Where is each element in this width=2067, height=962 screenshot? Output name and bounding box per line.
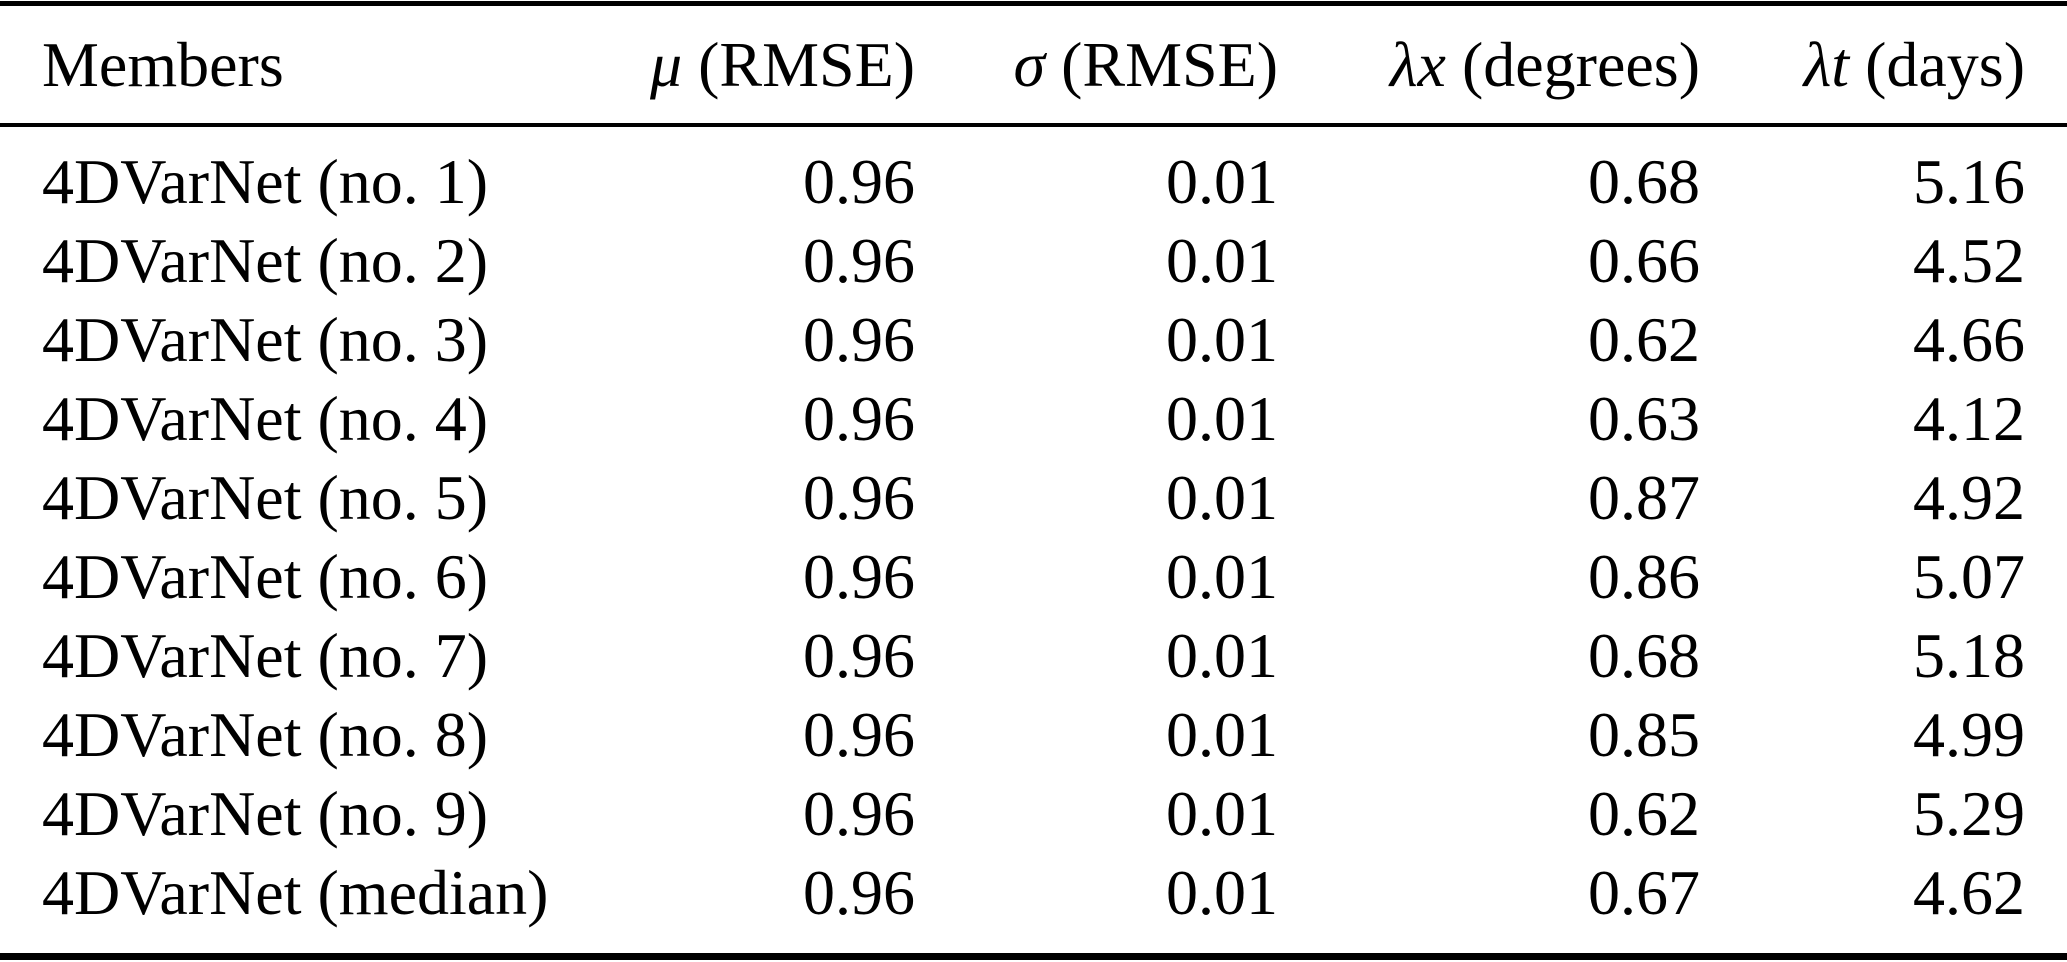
mu-rmse-cell: 0.96 [803, 619, 915, 691]
lambda-x-cell: 0.85 [1588, 698, 1700, 770]
column-header-sigma-rmse: σ (RMSE) [915, 28, 1278, 102]
mu-rmse-cell: 0.96 [803, 224, 915, 296]
member-name-cell: 4DVarNet (no. 3) [42, 303, 489, 375]
table-row: 4DVarNet (no. 5) 0.96 0.01 0.87 4.92 [0, 458, 2067, 537]
lambda-t-cell: 5.18 [1913, 619, 2025, 691]
member-name-cell: 4DVarNet (no. 5) [42, 461, 489, 533]
lambda-x-cell: 0.86 [1588, 540, 1700, 612]
sigma-rmse-cell: 0.01 [1166, 303, 1278, 375]
table-body-top-spacer [0, 127, 2067, 142]
sigma-rmse-cell: 0.01 [1166, 540, 1278, 612]
member-name-cell: 4DVarNet (no. 1) [42, 145, 489, 217]
column-header-members: Members [0, 28, 620, 102]
lambda-x-cell: 0.66 [1588, 224, 1700, 296]
lambda-t-symbol: λt [1803, 28, 1850, 100]
member-name-cell: 4DVarNet (no. 6) [42, 540, 489, 612]
mu-rmse-cell: 0.96 [803, 145, 915, 217]
member-name-cell: 4DVarNet (no. 9) [42, 777, 489, 849]
top-rule [0, 1, 2067, 6]
table-row: 4DVarNet (no. 7) 0.96 0.01 0.68 5.18 [0, 616, 2067, 695]
lambda-t-cell: 4.66 [1913, 303, 2025, 375]
sigma-rmse-cell: 0.01 [1166, 224, 1278, 296]
lambda-x-symbol: λx [1389, 28, 1446, 100]
column-header-lambda-t: λt (days) [1700, 28, 2067, 102]
lambda-x-cell: 0.68 [1588, 145, 1700, 217]
table-header-row: Members μ (RMSE) σ (RMSE) λx (degrees) λ… [0, 6, 2067, 123]
member-name-cell: 4DVarNet (no. 7) [42, 619, 489, 691]
member-name-cell: 4DVarNet (no. 2) [42, 224, 489, 296]
sigma-rmse-cell: 0.01 [1166, 856, 1278, 928]
table-row: 4DVarNet (no. 8) 0.96 0.01 0.85 4.99 [0, 695, 2067, 774]
table-row: 4DVarNet (no. 6) 0.96 0.01 0.86 5.07 [0, 537, 2067, 616]
column-header-mu-rmse: μ (RMSE) [620, 28, 915, 102]
sigma-rmse-cell: 0.01 [1166, 145, 1278, 217]
table-row: 4DVarNet (median) 0.96 0.01 0.67 4.62 [0, 853, 2067, 932]
member-name-cell: 4DVarNet (no. 8) [42, 698, 489, 770]
lambda-x-cell: 0.87 [1588, 461, 1700, 533]
column-header-label: (degrees) [1445, 28, 1700, 100]
lambda-t-cell: 4.92 [1913, 461, 2025, 533]
mu-rmse-cell: 0.96 [803, 698, 915, 770]
lambda-x-cell: 0.62 [1588, 303, 1700, 375]
mu-rmse-cell: 0.96 [803, 461, 915, 533]
bottom-rule [0, 953, 2067, 960]
lambda-x-cell: 0.63 [1588, 382, 1700, 454]
sigma-rmse-cell: 0.01 [1166, 619, 1278, 691]
column-header-label: (days) [1849, 28, 2025, 100]
member-name-cell: 4DVarNet (median) [42, 856, 549, 928]
lambda-x-cell: 0.62 [1588, 777, 1700, 849]
sigma-rmse-cell: 0.01 [1166, 698, 1278, 770]
table-row: 4DVarNet (no. 2) 0.96 0.01 0.66 4.52 [0, 221, 2067, 300]
table-row: 4DVarNet (no. 4) 0.96 0.01 0.63 4.12 [0, 379, 2067, 458]
sigma-rmse-cell: 0.01 [1166, 777, 1278, 849]
table-row: 4DVarNet (no. 9) 0.96 0.01 0.62 5.29 [0, 774, 2067, 853]
mu-symbol: μ [649, 28, 683, 100]
lambda-t-cell: 4.52 [1913, 224, 2025, 296]
table-body-bottom-spacer [0, 932, 2067, 953]
lambda-x-cell: 0.67 [1588, 856, 1700, 928]
mu-rmse-cell: 0.96 [803, 382, 915, 454]
column-header-lambda-x: λx (degrees) [1278, 28, 1700, 102]
sigma-rmse-cell: 0.01 [1166, 382, 1278, 454]
member-name-cell: 4DVarNet (no. 4) [42, 382, 489, 454]
mu-rmse-cell: 0.96 [803, 777, 915, 849]
lambda-t-cell: 5.29 [1913, 777, 2025, 849]
table-row: 4DVarNet (no. 3) 0.96 0.01 0.62 4.66 [0, 300, 2067, 379]
header-rule [0, 123, 2067, 127]
lambda-t-cell: 5.16 [1913, 145, 2025, 217]
lambda-x-cell: 0.68 [1588, 619, 1700, 691]
table-row: 4DVarNet (no. 1) 0.96 0.01 0.68 5.16 [0, 142, 2067, 221]
sigma-symbol: σ [1013, 28, 1046, 100]
column-header-label: (RMSE) [1045, 28, 1278, 100]
lambda-t-cell: 4.99 [1913, 698, 2025, 770]
mu-rmse-cell: 0.96 [803, 303, 915, 375]
lambda-t-cell: 4.62 [1913, 856, 2025, 928]
lambda-t-cell: 5.07 [1913, 540, 2025, 612]
sigma-rmse-cell: 0.01 [1166, 461, 1278, 533]
column-header-label: Members [42, 28, 284, 100]
lambda-t-cell: 4.12 [1913, 382, 2025, 454]
mu-rmse-cell: 0.96 [803, 540, 915, 612]
column-header-label: (RMSE) [682, 28, 915, 100]
mu-rmse-cell: 0.96 [803, 856, 915, 928]
